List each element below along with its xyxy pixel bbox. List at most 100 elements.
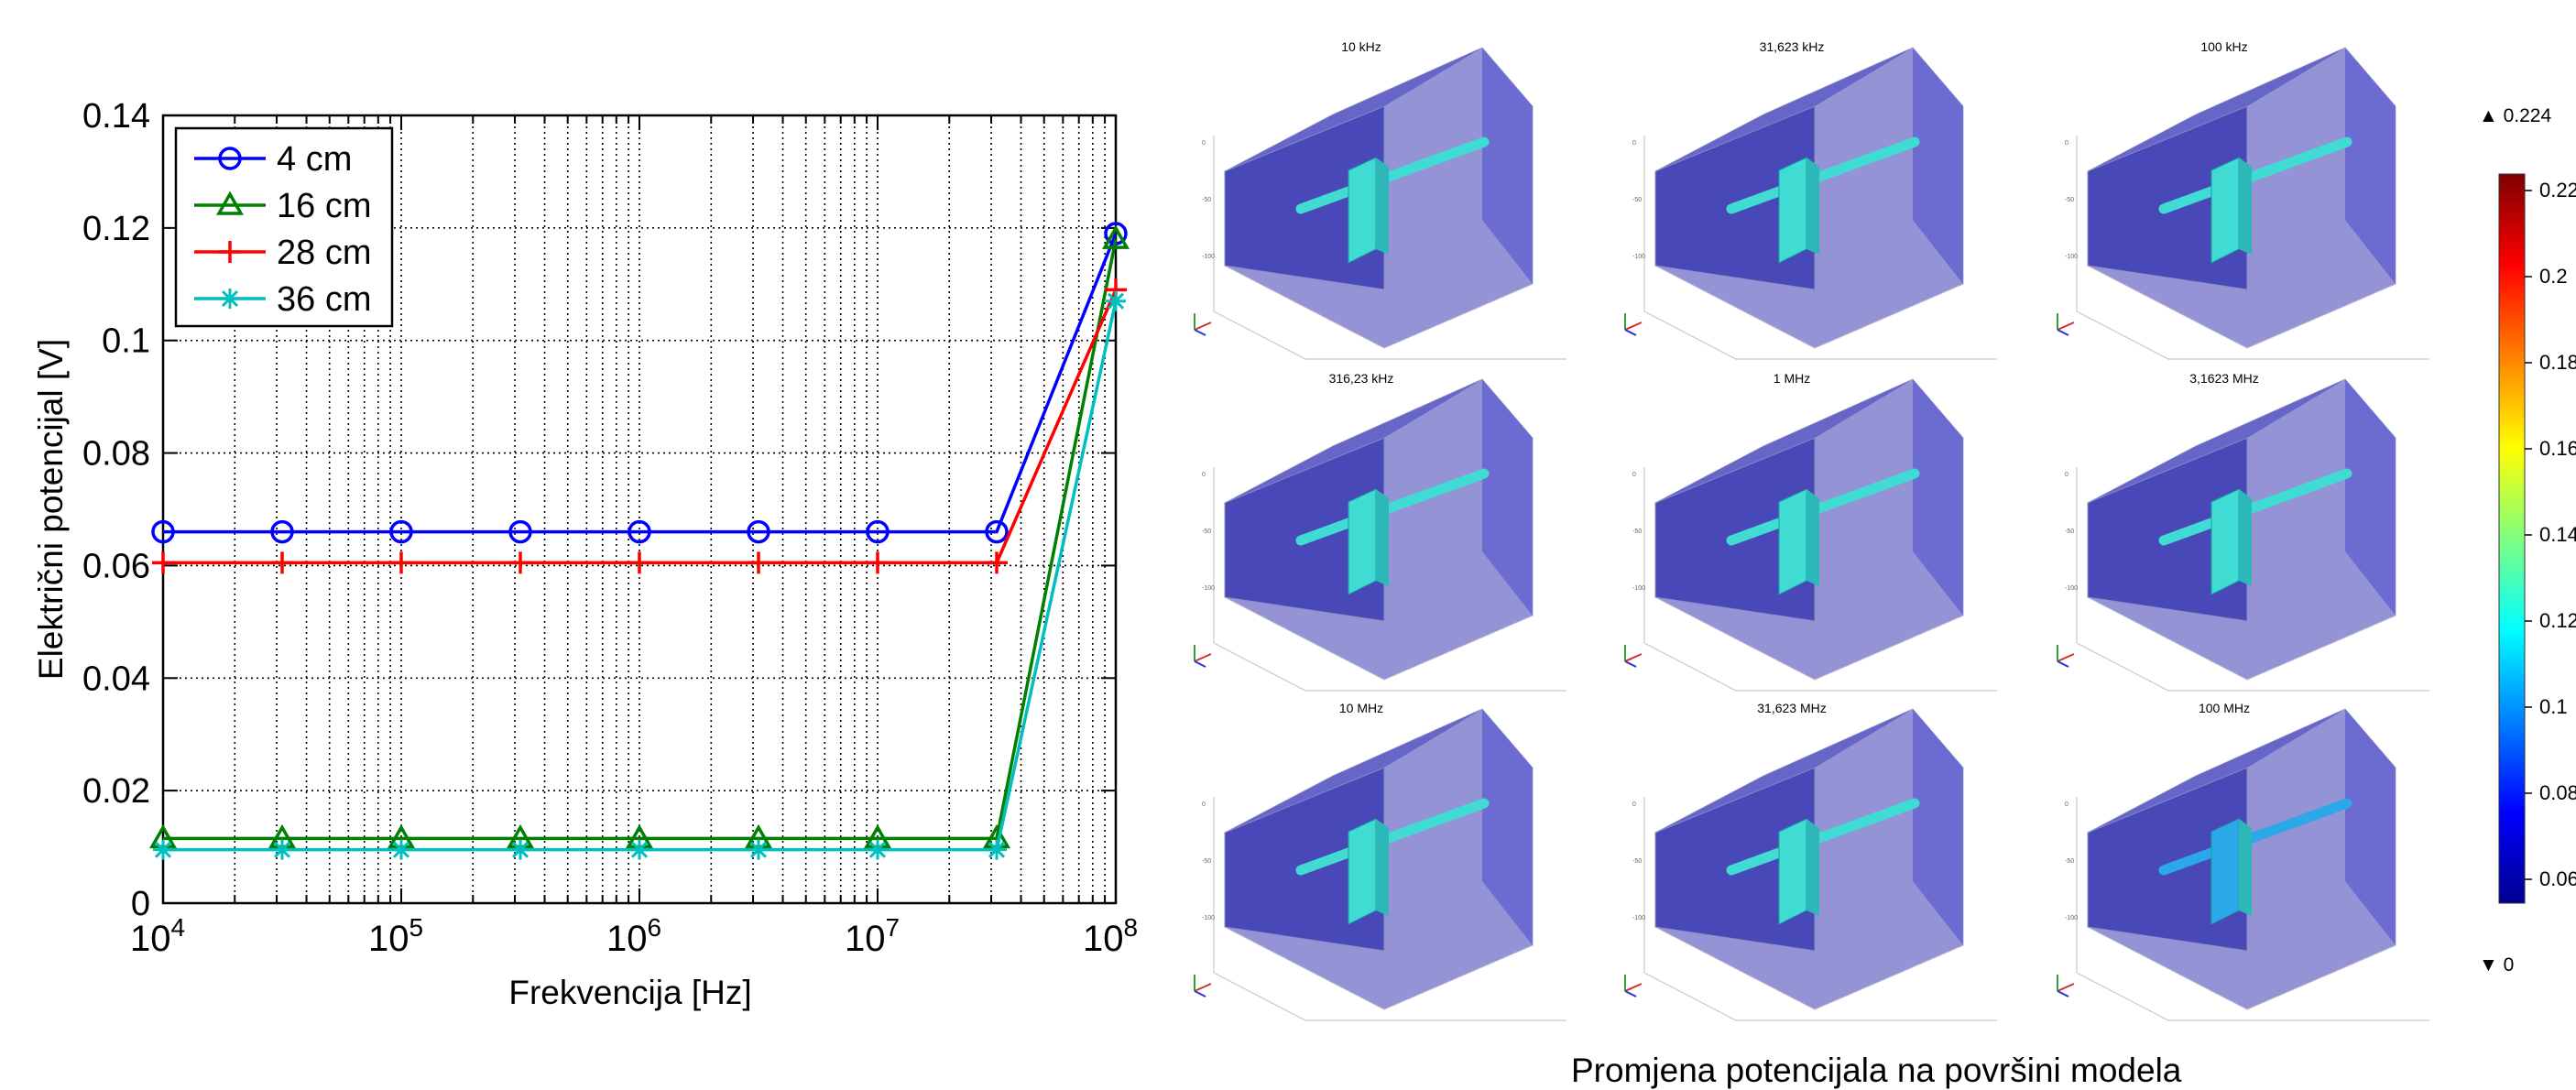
series-4 bbox=[153, 290, 1126, 860]
data-point bbox=[390, 551, 412, 574]
triad-z bbox=[2057, 990, 2069, 997]
series-line bbox=[163, 300, 1118, 852]
box-side-face bbox=[2345, 709, 2396, 945]
sim-panel: 10 kHz 0 -50 -100 bbox=[1194, 39, 1566, 360]
y-tick-label: 0.08 bbox=[82, 435, 150, 474]
box-front-face bbox=[1654, 437, 1816, 622]
data-point bbox=[509, 551, 532, 574]
sim-panel-title: 3,1623 MHz bbox=[2189, 371, 2258, 386]
data-point bbox=[986, 551, 1008, 574]
sim-axis-tick: -100 bbox=[1202, 254, 1215, 260]
rod bbox=[2158, 468, 2352, 546]
box-front-face bbox=[1224, 767, 1385, 952]
x-tick-label: 108 bbox=[1083, 913, 1138, 959]
x-tick-label: 104 bbox=[130, 913, 185, 959]
triad-x bbox=[1194, 983, 1212, 992]
sim-axis-frame bbox=[1213, 136, 1566, 360]
triad-x bbox=[1624, 322, 1643, 331]
sim-axis-tick: 0 bbox=[1632, 472, 1636, 478]
sim-axis-tick: -50 bbox=[1632, 529, 1642, 535]
sim-axis-frame bbox=[1643, 136, 1997, 360]
rod bbox=[2158, 136, 2352, 214]
data-point bbox=[508, 519, 532, 544]
sim-panel-title: 1 MHz bbox=[1774, 371, 1810, 386]
box-top-face bbox=[2088, 48, 2345, 171]
line-chart: 0 0.02 0.04 0.06 0.08 0.1 0.12 0.14 104 105 106 107… bbox=[32, 97, 1138, 1011]
figure-caption: Promjena potencijala na površini modela bbox=[1571, 1052, 2182, 1089]
block-front bbox=[1348, 818, 1377, 925]
legend-marker bbox=[215, 191, 245, 215]
y-tick-label: 0.04 bbox=[82, 659, 150, 698]
sim-axis-frame bbox=[1643, 467, 1997, 692]
sim-panel-title: 31,623 kHz bbox=[1760, 39, 1825, 54]
sim-axis-tick: -50 bbox=[2065, 858, 2074, 865]
colorbar-tick-label: 0.22 bbox=[2539, 179, 2576, 202]
sim-axis-tick: -100 bbox=[1202, 915, 1215, 921]
data-point bbox=[391, 839, 411, 860]
data-point bbox=[270, 519, 294, 544]
series-line bbox=[163, 238, 1118, 841]
box-side-face bbox=[1482, 379, 1533, 616]
sim-panel: 316,23 kHz 0 -50 -100 bbox=[1194, 371, 1566, 692]
colorbar-tick-label: 0.1 bbox=[2539, 695, 2568, 718]
sim-panel-title: 10 MHz bbox=[1339, 701, 1383, 715]
data-point bbox=[748, 551, 770, 574]
box-top-face bbox=[1655, 709, 1913, 833]
triad-z bbox=[1624, 990, 1637, 997]
simulation-panels: 10 kHz 0 -50 -100 31,623 kHz 0 -50 -100 100 kHz 0… bbox=[1194, 39, 2429, 1021]
triad-z bbox=[1194, 990, 1206, 997]
y-tick-label: 0 bbox=[131, 885, 150, 923]
plot-area-border bbox=[161, 114, 1118, 905]
sim-panel: 1 MHz 0 -50 -100 bbox=[1624, 371, 1997, 692]
block-front bbox=[1348, 488, 1377, 595]
sim-axis-tick: 0 bbox=[1632, 140, 1636, 147]
data-point bbox=[151, 519, 175, 544]
block-side bbox=[1376, 489, 1389, 586]
colorbar-min-label: ▼ 0 bbox=[2479, 954, 2514, 976]
series-line bbox=[163, 233, 1118, 534]
sim-axis-tick: -100 bbox=[1632, 254, 1645, 260]
sim-axis-tick: -100 bbox=[2065, 915, 2078, 921]
data-point bbox=[389, 519, 413, 544]
colorbar-tick-label: 0.16 bbox=[2539, 437, 2576, 460]
box-side-face bbox=[1913, 379, 1963, 616]
data-point bbox=[868, 839, 888, 860]
box-front-face bbox=[1654, 105, 1816, 290]
data-point bbox=[987, 839, 1007, 860]
sim-panel-title: 10 kHz bbox=[1341, 39, 1381, 54]
sim-axis-frame bbox=[2076, 136, 2429, 360]
series-1 bbox=[151, 222, 1128, 544]
triad-x bbox=[1194, 322, 1212, 331]
box-front-face bbox=[2087, 105, 2248, 290]
block-side bbox=[1376, 819, 1389, 916]
rod bbox=[1726, 468, 1920, 546]
sim-axis-tick: -50 bbox=[1202, 858, 1211, 865]
block-side bbox=[1806, 819, 1819, 916]
colorbar-tick-label: 0.06 bbox=[2539, 867, 2576, 890]
legend-box bbox=[174, 126, 394, 328]
x-tick-label: 105 bbox=[368, 913, 423, 959]
block-front bbox=[1778, 818, 1807, 925]
sim-axis-frame bbox=[1643, 797, 1997, 1021]
triad-z bbox=[2057, 660, 2069, 668]
legend-label: 36 cm bbox=[277, 280, 371, 319]
sim-axis-frame bbox=[2076, 797, 2429, 1021]
legend-label: 4 cm bbox=[277, 140, 352, 179]
triad-x bbox=[1624, 653, 1643, 662]
triad-z bbox=[1624, 660, 1637, 668]
triad-z bbox=[1194, 660, 1206, 668]
sim-axis-tick: 0 bbox=[1202, 472, 1206, 478]
triad-z bbox=[1624, 329, 1637, 336]
legend-label: 28 cm bbox=[277, 234, 371, 272]
legend: 4 cm 16 cm 28 cm 36 cm bbox=[174, 126, 394, 328]
box-top-face bbox=[1655, 379, 1913, 503]
y-tick-label: 0.12 bbox=[82, 210, 150, 248]
y-tick-label: 0.02 bbox=[82, 772, 150, 811]
data-point bbox=[866, 519, 890, 544]
data-point bbox=[1106, 290, 1126, 311]
box-front-face bbox=[1224, 105, 1385, 290]
block-front bbox=[2210, 818, 2240, 925]
box-side-face bbox=[1482, 48, 1533, 284]
box-side-face bbox=[2345, 48, 2396, 284]
block-side bbox=[1376, 158, 1389, 255]
